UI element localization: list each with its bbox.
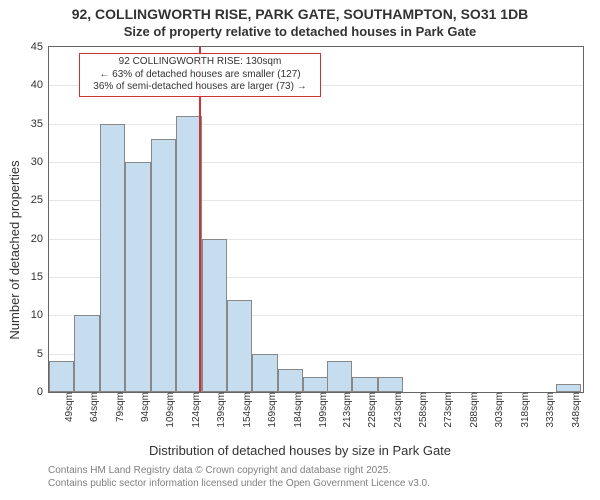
x-tick-label: 213sqm [338, 392, 353, 428]
histogram-bar [327, 361, 352, 392]
x-tick-label: 154sqm [238, 392, 253, 428]
chart-page: 92, COLLINGWORTH RISE, PARK GATE, SOUTHA… [0, 0, 600, 500]
histogram-bar [176, 116, 201, 392]
x-tick-label: 184sqm [289, 392, 304, 428]
x-tick-label: 124sqm [187, 392, 202, 428]
x-tick-label: 273sqm [439, 392, 454, 428]
y-tick-label: 35 [31, 118, 49, 130]
y-tick-label: 0 [37, 386, 49, 398]
histogram-bar [278, 369, 303, 392]
y-tick-label: 40 [31, 79, 49, 91]
x-tick-label: 109sqm [161, 392, 176, 428]
x-tick-label: 333sqm [541, 392, 556, 428]
annotation-line-3: 36% of semi-detached houses are larger (… [86, 81, 314, 94]
histogram-bar [49, 361, 74, 392]
x-tick-label: 288sqm [465, 392, 480, 428]
annotation-box: 92 COLLINGWORTH RISE: 130sqm← 63% of det… [79, 53, 321, 97]
y-axis-label: Number of detached properties [7, 160, 22, 339]
histogram-bar [252, 354, 277, 392]
annotation-line-1: 92 COLLINGWORTH RISE: 130sqm [86, 56, 314, 69]
x-tick-label: 64sqm [85, 392, 100, 422]
footer-attribution: Contains HM Land Registry data © Crown c… [48, 465, 430, 490]
y-tick-label: 10 [31, 309, 49, 321]
x-axis-label: Distribution of detached houses by size … [0, 443, 600, 458]
x-tick-label: 199sqm [314, 392, 329, 428]
x-tick-label: 243sqm [389, 392, 404, 428]
histogram-bar [125, 162, 150, 392]
x-tick-label: 348sqm [567, 392, 582, 428]
y-tick-label: 30 [31, 156, 49, 168]
page-subtitle: Size of property relative to detached ho… [0, 24, 600, 39]
y-tick-label: 45 [31, 41, 49, 53]
x-tick-label: 79sqm [111, 392, 126, 422]
histogram-bar [303, 377, 328, 392]
footer-line-2: Contains public sector information licen… [48, 478, 430, 489]
histogram-bar [227, 300, 252, 392]
histogram-bar [202, 239, 227, 392]
gridline-h [49, 124, 583, 125]
marker-line [199, 47, 201, 392]
x-tick-label: 94sqm [136, 392, 151, 422]
x-tick-label: 318sqm [516, 392, 531, 428]
x-tick-label: 49sqm [60, 392, 75, 422]
histogram-bar [378, 377, 403, 392]
histogram-bar [74, 315, 99, 392]
y-tick-label: 15 [31, 271, 49, 283]
x-tick-label: 169sqm [263, 392, 278, 428]
x-tick-label: 139sqm [212, 392, 227, 428]
footer-line-1: Contains HM Land Registry data © Crown c… [48, 465, 391, 476]
y-tick-label: 25 [31, 194, 49, 206]
histogram-bar [556, 384, 581, 392]
annotation-line-2: ← 63% of detached houses are smaller (12… [86, 69, 314, 82]
y-tick-label: 20 [31, 233, 49, 245]
plot-area: 05101520253035404549sqm64sqm79sqm94sqm10… [48, 46, 584, 393]
histogram-bar [100, 124, 125, 392]
x-tick-label: 258sqm [414, 392, 429, 428]
page-title: 92, COLLINGWORTH RISE, PARK GATE, SOUTHA… [0, 6, 600, 22]
x-tick-label: 303sqm [490, 392, 505, 428]
y-tick-label: 5 [37, 348, 49, 360]
x-tick-label: 228sqm [363, 392, 378, 428]
histogram-bar [352, 377, 377, 392]
histogram-bar [151, 139, 176, 392]
